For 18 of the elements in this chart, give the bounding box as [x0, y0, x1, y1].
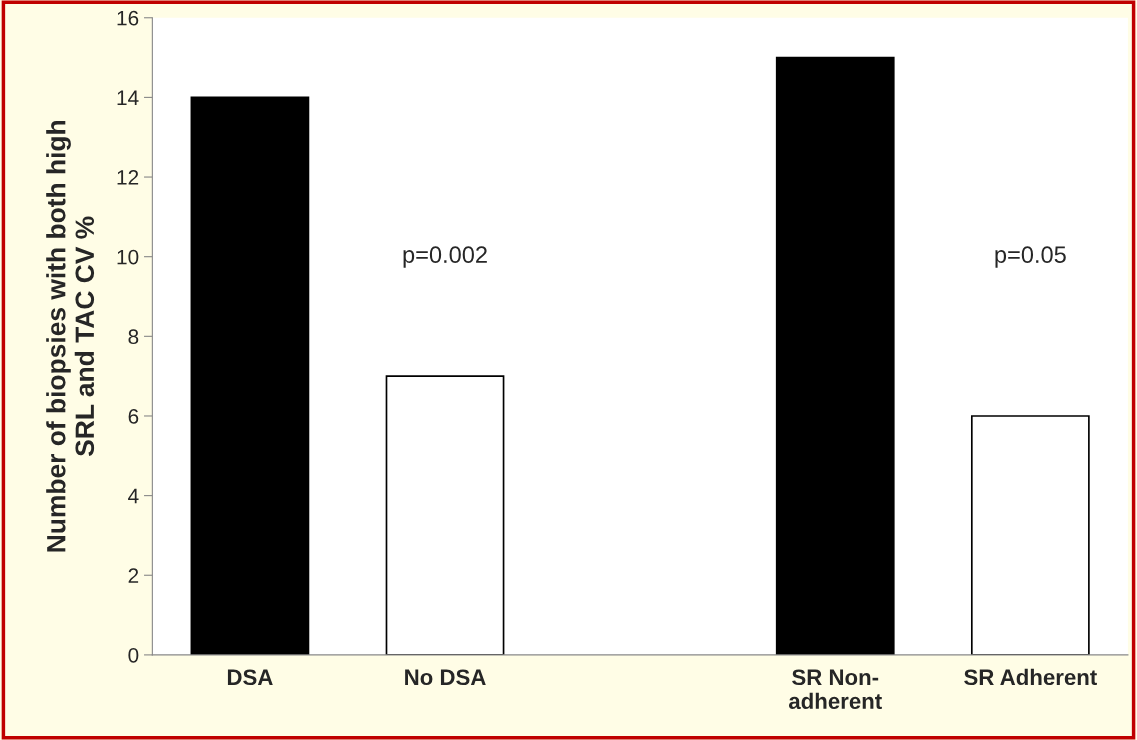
- annotation: p=0.002: [403, 246, 487, 268]
- y-tick-label: 14: [117, 90, 139, 105]
- bar: [190, 96, 310, 655]
- y-tick-label: 2: [128, 568, 139, 583]
- y-tick-label: 4: [128, 488, 139, 504]
- bar: [775, 56, 895, 655]
- y-tick-label: 10: [117, 249, 139, 265]
- y-tick-label: 16: [117, 10, 139, 26]
- y-tick-label: 12: [117, 170, 139, 185]
- x-tick-label: SR Non- adherent: [788, 669, 882, 710]
- annotation: p=0.05: [995, 246, 1066, 268]
- y-tick-label: 8: [128, 329, 139, 345]
- y-tick-label: 6: [128, 408, 139, 424]
- x-tick-label: No DSA: [405, 669, 486, 686]
- x-tick-label: SR Adherent: [964, 668, 1097, 686]
- y-tick-label: 0: [128, 647, 139, 663]
- y-axis-title: Number of biopsies with both high SRL and TAC CV %: [46, 120, 95, 552]
- x-tick-label: DSA: [227, 669, 273, 686]
